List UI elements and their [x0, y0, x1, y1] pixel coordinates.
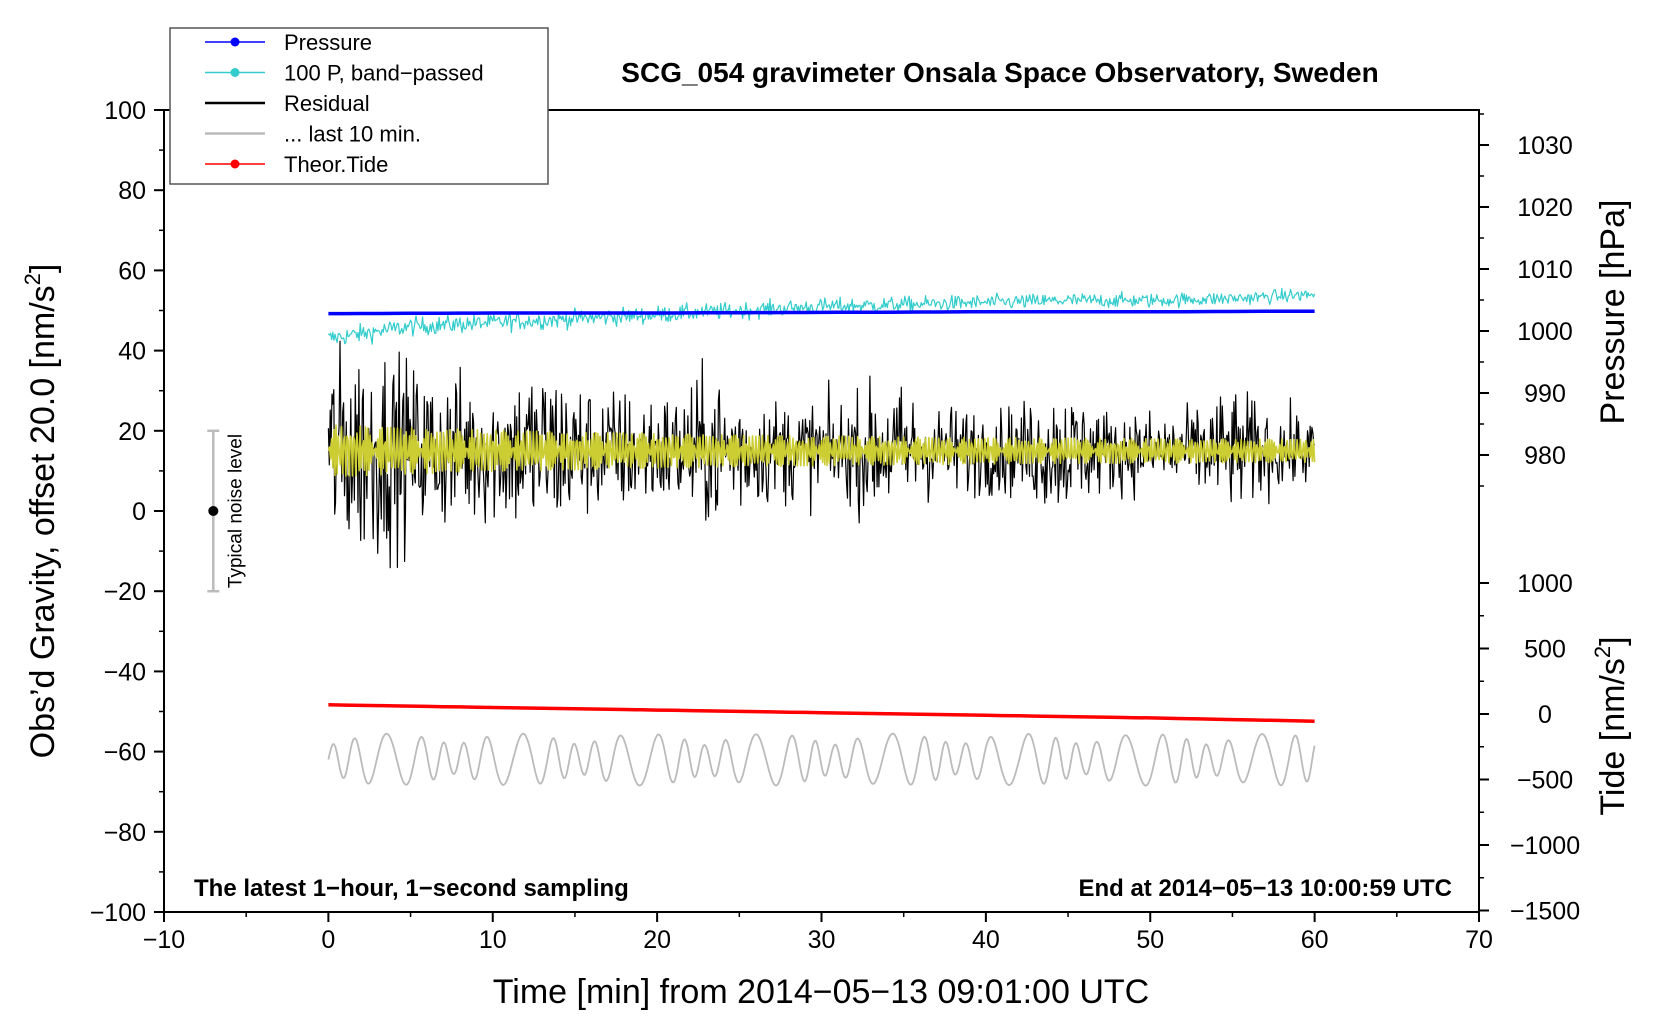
tide-tick-label-3: 0 — [1538, 701, 1552, 729]
right-footnote: End at 2014−05−13 10:00:59 UTC — [1078, 875, 1452, 902]
y-axis-pressure-title: Pressure [hPa] — [1594, 200, 1632, 425]
y-tick-label-5: 0 — [132, 498, 146, 526]
y-tick-label-8: 60 — [118, 257, 146, 285]
chart-title: SCG_054 gravimeter Onsala Space Observat… — [621, 57, 1378, 88]
legend-label-3: ... last 10 min. — [284, 122, 421, 147]
x-axis-ticks: −10 0 10 20 30 40 50 60 70 — [143, 912, 1493, 954]
y-axis-tide-title-close: ] — [1594, 636, 1632, 645]
noise-label: Typical noise level — [225, 434, 246, 588]
legend-items: Pressure 100 P, band−passed Residual ... la… — [205, 30, 484, 177]
y-axis-tide-ticks: −1500 −1000 −500 0 500 1000 — [1479, 570, 1580, 926]
y-axis-left-ticks: −100 −80 −60 −40 −20 0 20 40 60 80 100 — [90, 97, 164, 927]
legend-label-0: Pressure — [284, 30, 372, 55]
tide-tick-label-2: −500 — [1517, 767, 1573, 795]
x-tick-label-4: 30 — [808, 926, 836, 954]
series-layer — [327, 287, 1316, 787]
pressure-tick-label-4: 1020 — [1517, 194, 1573, 222]
last-10-min-line — [327, 732, 1316, 787]
y-tick-label-3: −40 — [104, 658, 146, 686]
x-tick-label-6: 50 — [1136, 926, 1164, 954]
legend-label-2: Residual — [284, 91, 370, 116]
y-tick-label-7: 40 — [118, 338, 146, 366]
x-tick-label-5: 40 — [972, 926, 1000, 954]
noise-center-dot — [208, 506, 219, 516]
pressure-tick-label-2: 1000 — [1517, 318, 1573, 346]
legend-box — [169, 27, 549, 185]
tide-tick-label-1: −1000 — [1510, 832, 1580, 860]
tide-tick-label-0: −1500 — [1510, 898, 1580, 926]
y-axis-tide-title: Tide [nm/s2] — [1590, 636, 1632, 815]
pressure-tick-label-0: 980 — [1524, 442, 1566, 470]
legend-marker-0 — [230, 37, 240, 47]
y-tick-label-2: −60 — [104, 739, 146, 767]
x-tick-label-8: 70 — [1465, 926, 1493, 954]
y-axis-left-title-main: Obs’d Gravity, offset 20.0 [nm/s — [24, 285, 62, 758]
x-tick-label-0: −10 — [143, 926, 185, 954]
y-tick-label-9: 80 — [118, 177, 146, 205]
pressure-tick-label-1: 990 — [1524, 380, 1566, 408]
x-tick-label-1: 0 — [321, 926, 335, 954]
y-axis-pressure-ticks: 980 990 1000 1010 1020 1030 — [1479, 113, 1573, 487]
x-axis-title: Time [min] from 2014−05−13 09:01:00 UTC — [493, 973, 1149, 1011]
legend-marker-1 — [230, 68, 240, 77]
y-tick-label-6: 20 — [118, 418, 146, 446]
y-axis-tide-title-sup: 2 — [1590, 646, 1615, 658]
tide-tick-label-5: 1000 — [1517, 570, 1573, 598]
y-axis-left-title: Obs’d Gravity, offset 20.0 [nm/s2] — [20, 264, 62, 759]
pressure-tick-label-5: 1030 — [1517, 132, 1573, 160]
y-axis-left-title-sup: 2 — [20, 273, 45, 285]
tide-tick-label-4: 500 — [1524, 636, 1566, 664]
residual-bandpassed-line — [327, 424, 1316, 478]
legend-label-1: 100 P, band−passed — [284, 61, 484, 86]
x-tick-label-7: 60 — [1301, 926, 1329, 954]
legend-label-4: Theor.Tide — [284, 152, 388, 177]
left-footnote: The latest 1−hour, 1−second sampling — [194, 875, 629, 902]
bandpassed-pressure-line — [327, 287, 1316, 345]
legend-marker-4 — [230, 159, 240, 169]
y-tick-label-10: 100 — [104, 97, 146, 125]
x-tick-label-2: 10 — [479, 926, 507, 954]
y-tick-label-0: −100 — [90, 899, 146, 927]
y-tick-label-1: −80 — [104, 819, 146, 847]
y-tick-label-4: −20 — [104, 578, 146, 606]
theor-tide-line — [328, 703, 1315, 723]
noise-indicator: Typical noise level — [207, 429, 246, 593]
x-tick-label-3: 20 — [643, 926, 671, 954]
y-axis-left-title-close: ] — [24, 264, 62, 273]
y-axis-tide-title-main: Tide [nm/s — [1594, 658, 1632, 815]
pressure-tick-label-3: 1010 — [1517, 256, 1573, 284]
pressure-line — [328, 309, 1315, 316]
legend: Pressure 100 P, band−passed Residual ... la… — [169, 27, 549, 185]
